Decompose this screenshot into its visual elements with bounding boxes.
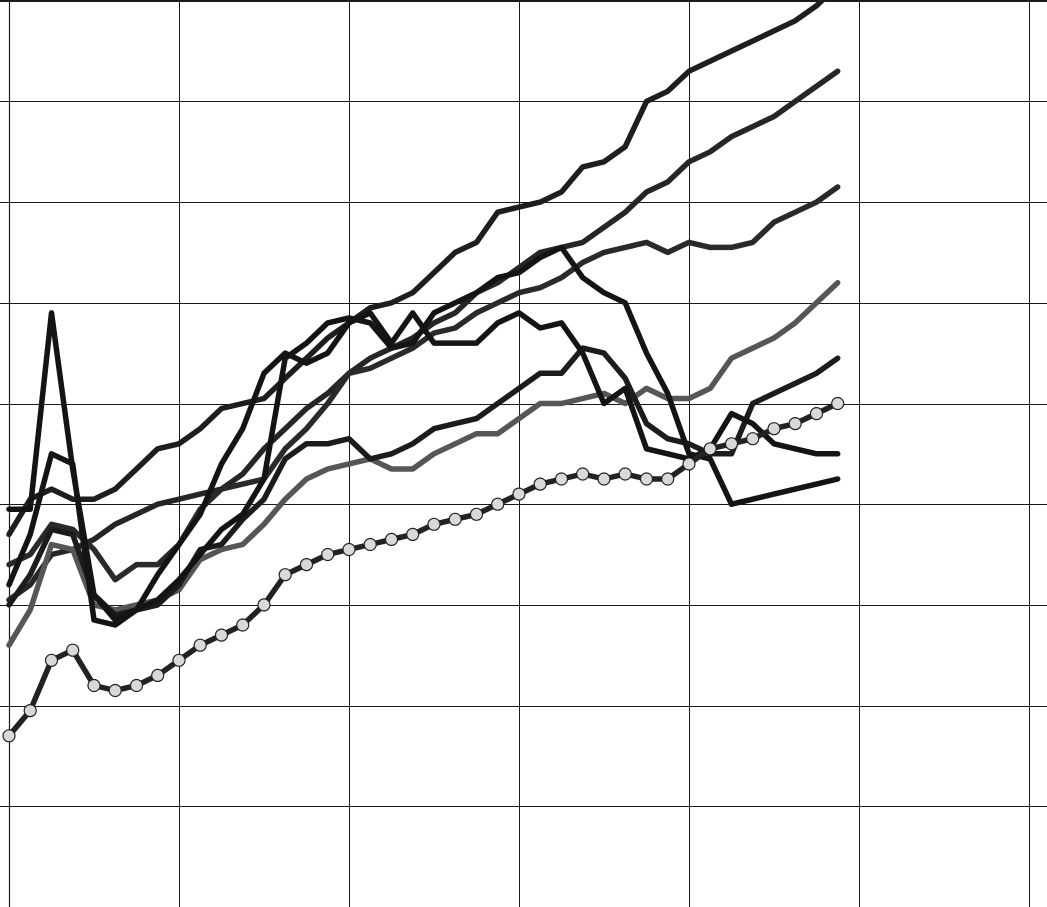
data-point-marker: [767, 422, 781, 436]
data-point-marker: [576, 467, 590, 481]
data-point-marker: [108, 683, 122, 698]
data-point-marker: [363, 537, 377, 552]
series-line-2: [6, 68, 841, 603]
data-point-marker: [788, 417, 802, 431]
data-point-marker: [23, 703, 37, 718]
series-line-1: [6, 0, 827, 538]
data-point-marker: [193, 638, 207, 652]
data-point-marker: [682, 457, 696, 471]
data-point-marker: [809, 407, 824, 421]
data-point-marker: [724, 437, 739, 451]
data-point-marker: [512, 487, 526, 501]
series-line-3: [6, 184, 841, 583]
data-point-marker: [129, 678, 144, 693]
data-point-marker: [278, 568, 292, 582]
plot-area: [2, 0, 845, 743]
data-point-marker: [87, 678, 101, 693]
data-point-marker: [151, 668, 165, 683]
data-point-marker: [448, 512, 462, 526]
data-point-marker: [554, 472, 569, 486]
data-point-marker: [831, 396, 845, 411]
data-point-marker: [384, 532, 399, 547]
data-point-marker: [639, 472, 654, 486]
data-point-marker: [491, 497, 505, 511]
data-point-marker: [236, 618, 250, 632]
data-point-marker: [321, 547, 335, 562]
data-point-marker: [427, 517, 441, 531]
data-point-marker: [661, 472, 675, 486]
data-point-marker: [703, 442, 717, 456]
data-point-marker: [533, 477, 547, 491]
data-point-marker: [406, 527, 420, 542]
data-point-marker: [2, 729, 16, 743]
data-point-marker: [172, 653, 186, 667]
data-point-marker: [342, 542, 356, 557]
data-point-marker: [44, 653, 59, 667]
data-point-marker: [299, 557, 314, 572]
data-point-marker: [469, 507, 484, 521]
data-point-marker: [257, 598, 271, 612]
data-point-marker: [214, 628, 229, 642]
data-point-marker: [66, 643, 80, 657]
data-point-marker: [597, 472, 611, 486]
data-point-marker: [746, 432, 760, 446]
data-point-marker: [618, 467, 632, 481]
series-line-8: [6, 400, 841, 739]
